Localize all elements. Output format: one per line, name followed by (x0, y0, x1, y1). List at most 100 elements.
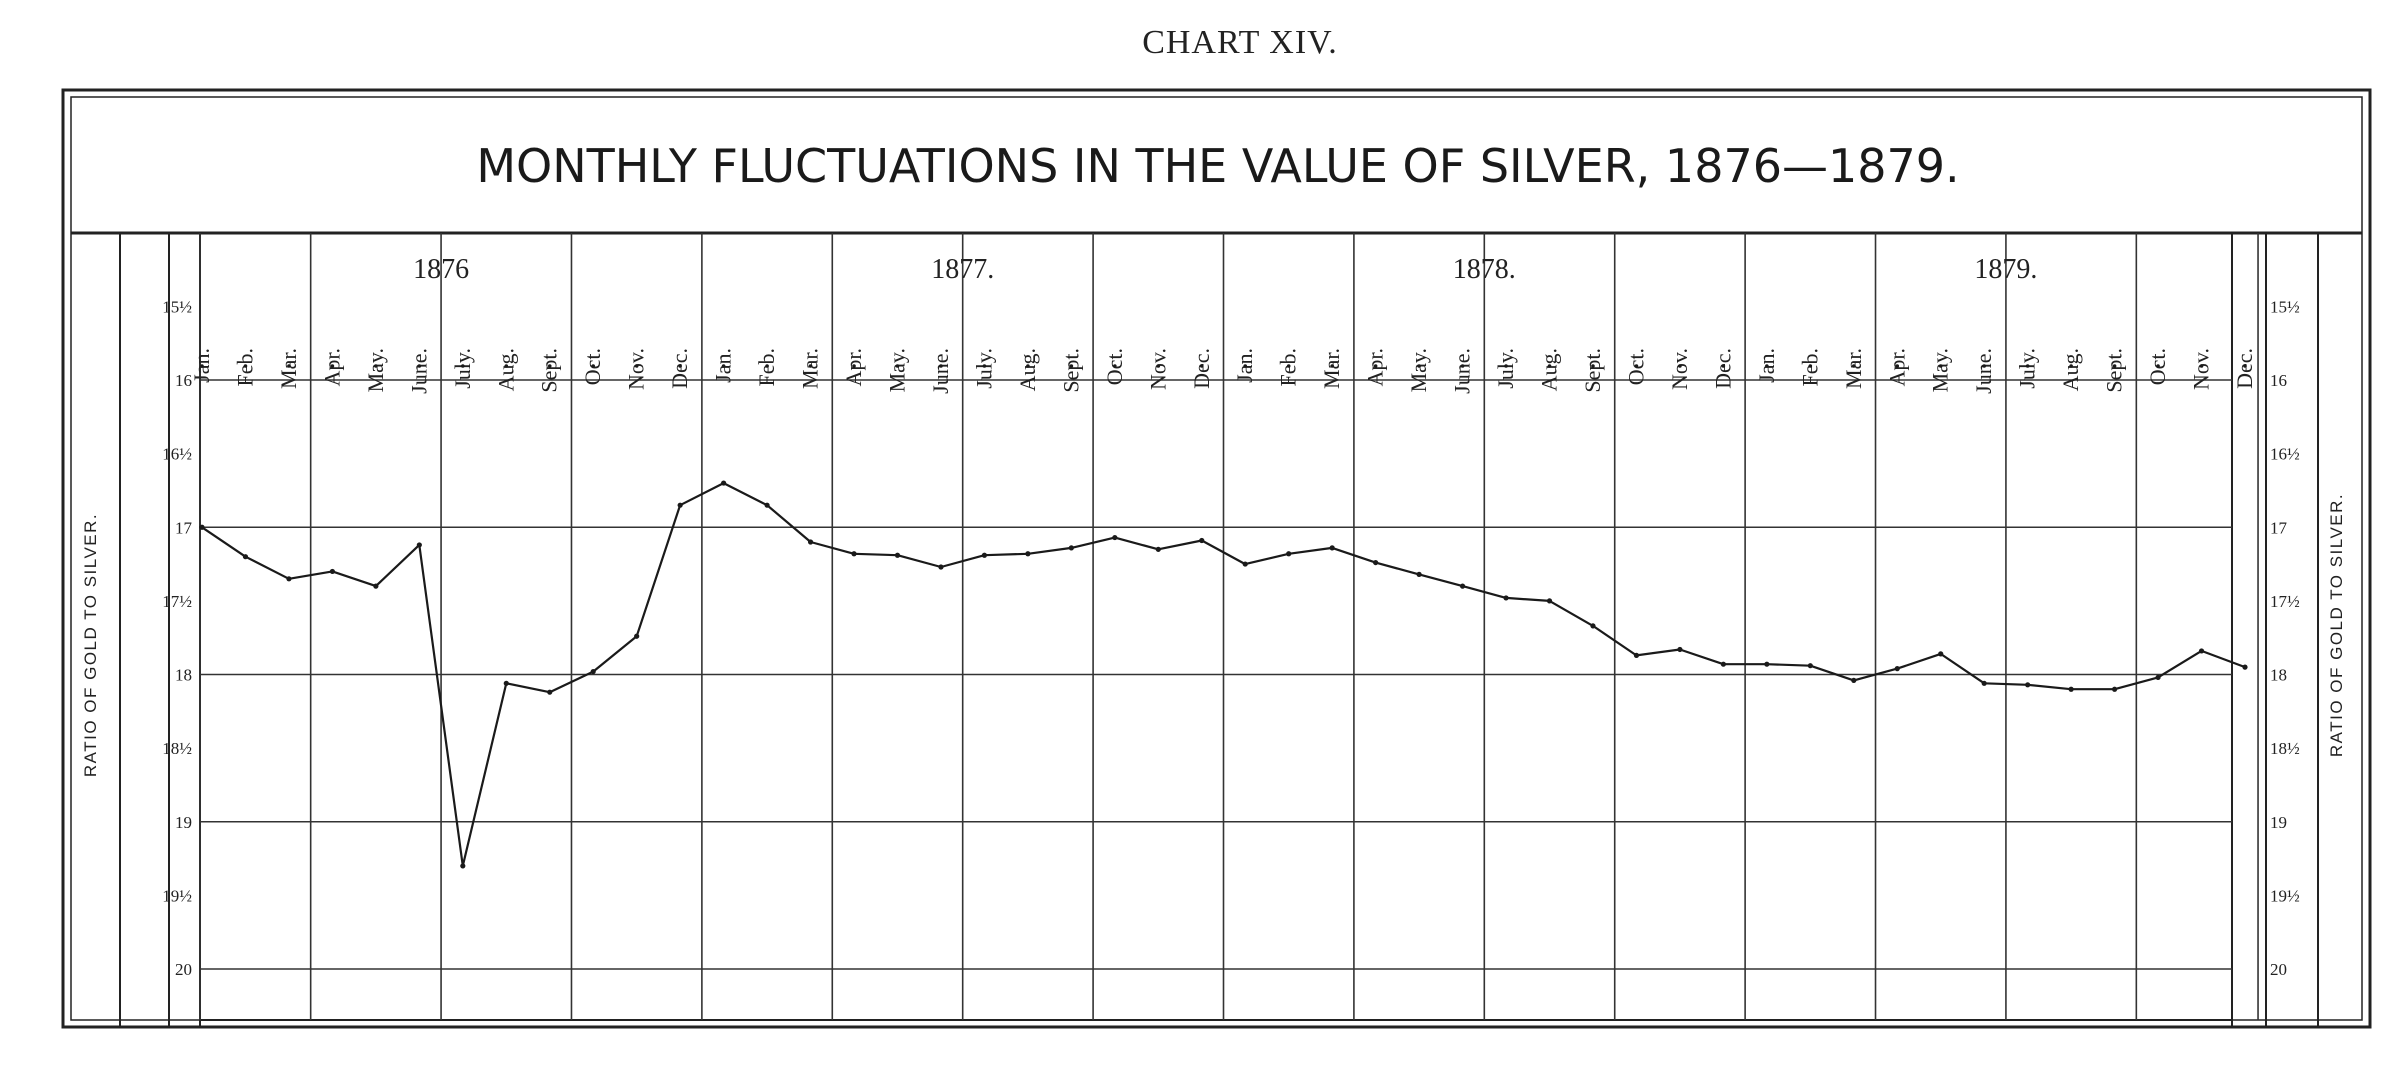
data-point (1938, 651, 1944, 657)
data-point (1329, 545, 1335, 551)
year-labels: 1876 1877. 1878. 1879. (413, 254, 2037, 285)
month-tick-dot (461, 364, 465, 368)
month-tick-dot (1156, 364, 1161, 368)
data-point (1633, 652, 1640, 658)
series (199, 480, 2248, 869)
data-point (1851, 677, 1857, 683)
month-tick-dot (1547, 364, 1552, 368)
data-point (1677, 646, 1683, 653)
year-label: 1877. (931, 254, 994, 285)
y-tick-label-left: 18½ (162, 739, 192, 758)
month-label: July. (1493, 348, 1518, 389)
y-tick-label-left: 16½ (162, 445, 192, 464)
month-tick-dot (1330, 364, 1334, 368)
grid (199, 233, 2259, 1020)
chart-title: MONTHLY FLUCTUATIONS IN THE VALUE OF SIL… (476, 139, 1959, 193)
data-point (1373, 559, 1379, 566)
data-point (329, 568, 336, 575)
data-point (1199, 537, 1205, 544)
data-point (199, 524, 205, 530)
month-label: Dec. (1189, 348, 1214, 389)
data-point (373, 583, 379, 589)
y-tick-label-right: 17½ (2270, 592, 2300, 611)
month-label: Nov. (624, 348, 649, 390)
data-point (503, 680, 509, 686)
month-tick-dot (1634, 364, 1639, 368)
data-point (1416, 571, 1422, 577)
month-label: July. (971, 348, 996, 389)
month-label: Dec. (667, 348, 692, 389)
y-axis-label-left: RATIO OF GOLD TO SILVER. (81, 513, 100, 777)
month-label: Mar. (798, 348, 823, 389)
data-point (764, 502, 770, 508)
month-label: Sept. (1580, 348, 1605, 393)
y-tick-label-left: 18 (175, 666, 192, 685)
data-point (1025, 551, 1031, 557)
month-tick-dot (1721, 364, 1726, 368)
data-point (1068, 545, 1074, 551)
data-point (677, 502, 683, 508)
month-tick-dot (721, 364, 726, 368)
y-tick-label-right: 16 (2270, 371, 2287, 390)
month-label: Nov. (2189, 348, 2214, 390)
data-point (1981, 680, 1987, 686)
data-point (807, 539, 814, 545)
y-tick-label-right: 18 (2270, 666, 2287, 685)
month-label: Nov. (1145, 348, 1170, 390)
year-label: 1876 (413, 254, 469, 285)
data-point (2198, 648, 2205, 654)
data-point (286, 576, 292, 582)
month-label: Aug. (1537, 348, 1562, 391)
y-axis-label-right: RATIO OF GOLD TO SILVER. (2327, 493, 2346, 757)
month-tick-dot (417, 364, 422, 368)
month-tick-dot (330, 364, 335, 368)
month-label: May. (884, 348, 909, 392)
y-tick-label-left: 19 (175, 813, 192, 832)
data-point (547, 689, 553, 695)
month-label: Dec. (2232, 348, 2257, 389)
y-tick-label-right: 18½ (2270, 739, 2300, 758)
month-label: May. (1406, 348, 1431, 392)
month-tick-dot (1938, 364, 1943, 368)
month-label: Sept. (537, 348, 562, 393)
month-tick-dot (1982, 364, 1986, 368)
month-label: Sept. (2102, 348, 2127, 393)
month-label: Aug. (1015, 348, 1040, 391)
data-point (938, 564, 944, 570)
month-label: Aug. (493, 348, 518, 391)
y-tick-label-right: 16½ (2270, 445, 2300, 464)
year-label: 1879. (1974, 254, 2037, 285)
month-tick-dot (2025, 364, 2030, 368)
data-point (1155, 546, 1161, 552)
data-point (1503, 595, 1509, 601)
month-label: Mar. (1319, 348, 1344, 389)
month-tick-dot (1199, 364, 1204, 368)
month-tick-dot (1504, 364, 1508, 368)
month-tick-dot (1851, 364, 1856, 368)
month-tick-dot (200, 364, 204, 368)
month-tick-dot (765, 364, 769, 368)
month-tick-dot (2112, 364, 2117, 368)
month-tick-dot (2069, 364, 2073, 368)
month-tick-dot (1069, 364, 1074, 368)
data-point (242, 554, 249, 560)
month-tick-dot (504, 364, 509, 368)
month-tick-dot (1113, 364, 1117, 368)
data-point (590, 668, 596, 675)
data-point (1112, 534, 1118, 541)
data-point (1459, 583, 1466, 589)
chart-number: CHART XIV. (1142, 24, 1338, 61)
month-tick-dot (1591, 364, 1595, 368)
month-label: May. (363, 348, 388, 392)
month-tick-dot (895, 364, 900, 368)
month-label: June. (406, 348, 431, 394)
y-tick-label-left: 15½ (162, 297, 192, 316)
outer-frame (61, 88, 2372, 1029)
y-tick-label-left: 17½ (162, 592, 192, 611)
month-label: Aug. (2058, 348, 2083, 391)
month-label: July. (450, 348, 475, 389)
y-tick-label-right: 19 (2270, 813, 2287, 832)
month-tick-dot (634, 364, 639, 368)
month-label: June. (1971, 348, 1996, 394)
